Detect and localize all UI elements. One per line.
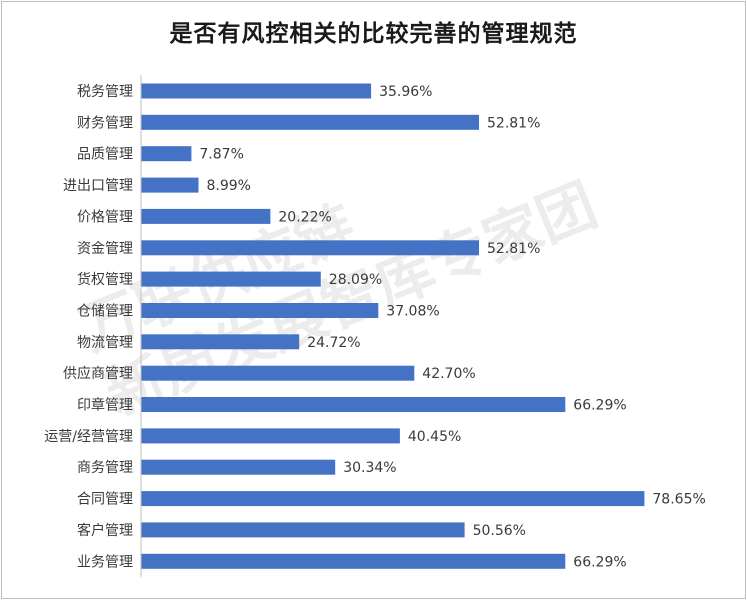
category-label: 财务管理 (77, 115, 133, 131)
category-label: 印章管理 (77, 397, 133, 414)
category-label: 进出口管理 (63, 178, 133, 194)
bar-4 (141, 177, 199, 193)
bar-2 (141, 114, 479, 130)
value-label: 78.65% (652, 492, 705, 508)
category-label: 业务管理 (77, 554, 133, 570)
bar-8 (141, 303, 379, 318)
category-label: 品质管理 (77, 147, 133, 163)
bar-6 (141, 240, 479, 256)
category-label: 税务管理 (77, 84, 133, 100)
bar-10 (141, 365, 415, 381)
category-label: 客户管理 (77, 522, 133, 539)
category-label: 合同管理 (77, 492, 133, 508)
value-label: 35.96% (379, 84, 432, 100)
value-label: 40.45% (408, 429, 461, 445)
value-label: 20.22% (278, 209, 331, 225)
category-label: 价格管理 (77, 209, 133, 225)
bar-1 (141, 83, 372, 99)
value-label: 7.87% (199, 147, 243, 163)
value-label: 30.34% (343, 460, 396, 476)
bar-13 (141, 459, 336, 475)
value-label: 52.81% (487, 241, 540, 257)
bar-11 (141, 397, 566, 412)
bars-group (141, 83, 645, 569)
value-label: 8.99% (207, 178, 251, 194)
category-label: 仓储管理 (77, 304, 133, 320)
value-label: 66.29% (573, 554, 626, 570)
value-label: 52.81% (487, 115, 540, 131)
value-label: 42.70% (422, 366, 475, 382)
category-label: 供应商管理 (63, 365, 133, 382)
bar-3 (141, 146, 192, 162)
category-labels-group: 税务管理财务管理品质管理进出口管理价格管理资金管理货权管理仓储管理物流管理供应商… (44, 84, 133, 570)
bar-7 (141, 271, 321, 287)
bar-12 (141, 428, 400, 444)
bar-16 (141, 553, 566, 569)
bar-15 (141, 522, 465, 538)
value-label: 28.09% (329, 272, 382, 288)
bar-14 (141, 491, 645, 507)
category-label: 物流管理 (77, 335, 133, 351)
value-label: 50.56% (473, 523, 526, 539)
category-label: 运营/经营管理 (44, 429, 133, 445)
category-label: 货权管理 (77, 271, 133, 288)
value-label: 37.08% (386, 304, 439, 320)
value-label: 66.29% (573, 398, 626, 414)
value-label: 24.72% (307, 335, 360, 351)
value-labels-group: 35.96% 52.81% 7.87% 8.99% 20.22% 52.81% 28.09%… (199, 84, 705, 570)
category-label: 资金管理 (77, 241, 133, 257)
bar-9 (141, 334, 300, 350)
bar-5 (141, 208, 271, 224)
chart-title: 是否有风控相关的比较完善的管理规范 (169, 21, 578, 47)
category-label: 商务管理 (77, 460, 133, 476)
